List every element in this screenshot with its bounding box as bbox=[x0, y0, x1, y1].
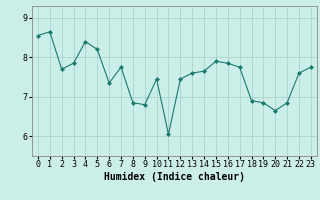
X-axis label: Humidex (Indice chaleur): Humidex (Indice chaleur) bbox=[104, 172, 245, 182]
